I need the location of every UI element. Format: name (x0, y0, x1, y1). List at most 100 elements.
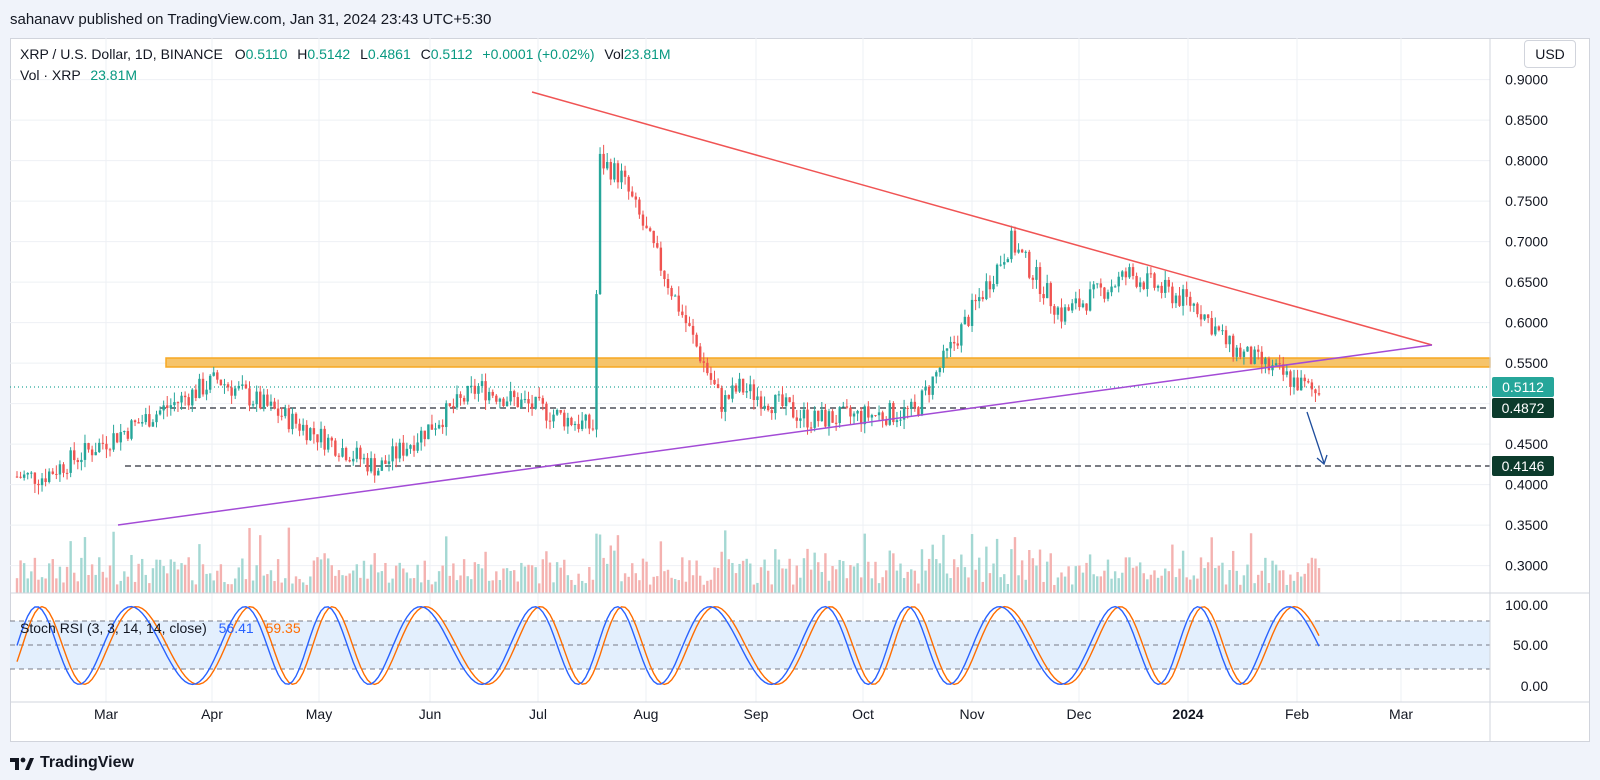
volume-bar (781, 568, 784, 593)
candle-body (233, 388, 237, 396)
candle-body (591, 428, 595, 430)
volume-bar (194, 584, 198, 593)
candle-body (1292, 377, 1296, 387)
price-tick-label: 0.3500 (1505, 517, 1548, 533)
volume-bar (276, 559, 280, 593)
volume-bar (223, 582, 226, 593)
candle-body (51, 471, 54, 474)
tradingview-logo[interactable]: TradingView (10, 754, 134, 772)
price-chart[interactable]: 0.9000 0.8500 0.8000 0.7500 0.7000 0.6500 0.60… (10, 38, 1590, 742)
volume-bar (842, 561, 845, 593)
volume-bar (863, 533, 866, 593)
candle-body (284, 408, 287, 417)
candle-body (656, 243, 659, 248)
candle-body (784, 397, 788, 407)
volume-bar (394, 565, 398, 593)
time-axis[interactable]: Mar Apr May Jun Jul Aug Sep Oct Nov Dec 2024 Feb Mar (94, 706, 1413, 722)
candle-body (1317, 393, 1321, 395)
candle-body (788, 397, 791, 403)
price-tick-label: 0.6500 (1505, 274, 1548, 290)
volume-bar (623, 573, 627, 593)
volume-bar (595, 533, 598, 593)
volume-bar (566, 575, 570, 593)
candle-body (913, 401, 917, 408)
volume-bar (992, 563, 995, 593)
candle-body (809, 427, 813, 429)
candle-body (534, 396, 537, 409)
symbol-title[interactable]: XRP / U.S. Dollar, 1D, BINANCE (20, 46, 223, 62)
volume-bar (1289, 574, 1292, 593)
candle-body (877, 412, 881, 416)
volume-bar (323, 553, 326, 593)
candle-body (187, 397, 190, 406)
stoch-k-line (16, 605, 1320, 686)
volume-bar (849, 565, 852, 593)
volume-bar (445, 536, 448, 593)
descending-trendline[interactable] (531, 91, 1433, 346)
candle-body (352, 458, 355, 462)
candle-body (663, 270, 666, 280)
volume-bar (434, 581, 437, 593)
candle-body (598, 153, 602, 295)
volume-bar (255, 565, 258, 593)
candle-body (706, 362, 709, 374)
candle-body (470, 385, 473, 387)
volume-bar (1314, 558, 1317, 593)
candle-body (487, 391, 491, 401)
ascending-trendline[interactable] (117, 344, 1433, 526)
candle-body (69, 450, 72, 473)
volume-bar (938, 563, 942, 593)
candle-body (820, 409, 824, 422)
volume-bar (341, 575, 344, 593)
candle-body (491, 391, 494, 396)
candle-body (58, 464, 62, 475)
stoch-rsi-label[interactable]: Stoch RSI (3, 3, 14, 14, close) (20, 620, 207, 636)
candle-body (473, 385, 477, 394)
candle-body (1121, 271, 1124, 277)
candle-body (1131, 267, 1135, 276)
volume-bar (183, 564, 187, 593)
candle-body (334, 440, 337, 456)
price-tick-label: 0.3000 (1505, 558, 1548, 574)
candle-body (166, 405, 169, 409)
candle-body (509, 391, 512, 402)
volume-bar (259, 535, 262, 593)
stoch-d-value: 59.35 (265, 620, 301, 636)
volume-bar (191, 580, 194, 593)
candle-body (123, 431, 126, 433)
candle-body (26, 472, 29, 475)
candle-body (1042, 294, 1045, 299)
volume-bar (1153, 570, 1156, 593)
volume-bar (570, 579, 573, 593)
candle-body (180, 395, 183, 403)
candle-body (294, 413, 298, 424)
candle-body (144, 414, 147, 423)
volume-bar (119, 580, 122, 593)
candle-body (76, 460, 80, 463)
volume-bar (241, 558, 244, 593)
candle-body (1257, 349, 1260, 352)
candle-body (323, 428, 326, 450)
volume-bar (151, 568, 155, 593)
volume-bar (691, 575, 695, 593)
volume-bar (133, 581, 137, 593)
price-axis[interactable]: 0.9000 0.8500 0.8000 0.7500 0.7000 0.6500 0.60… (1505, 72, 1548, 574)
price-tick-label: 0.8000 (1505, 153, 1548, 169)
candle-body (33, 472, 37, 484)
volume-bar (498, 580, 502, 593)
projection-arrow[interactable] (1306, 411, 1325, 464)
volume-bar (505, 568, 509, 593)
volume-bar (641, 558, 645, 593)
volume-bar (756, 582, 759, 593)
candle-body (1106, 292, 1110, 299)
candle-body (677, 295, 680, 312)
candle-body (248, 388, 251, 406)
candle-body (1045, 283, 1049, 299)
candle-body (992, 283, 995, 290)
currency-button[interactable]: USD (1524, 40, 1576, 68)
volume-indicator-label[interactable]: Vol · XRP (20, 67, 81, 83)
volume-bar (1296, 572, 1299, 593)
candle-body (895, 420, 899, 423)
candle-body (917, 407, 920, 416)
volume-bar (659, 541, 663, 593)
